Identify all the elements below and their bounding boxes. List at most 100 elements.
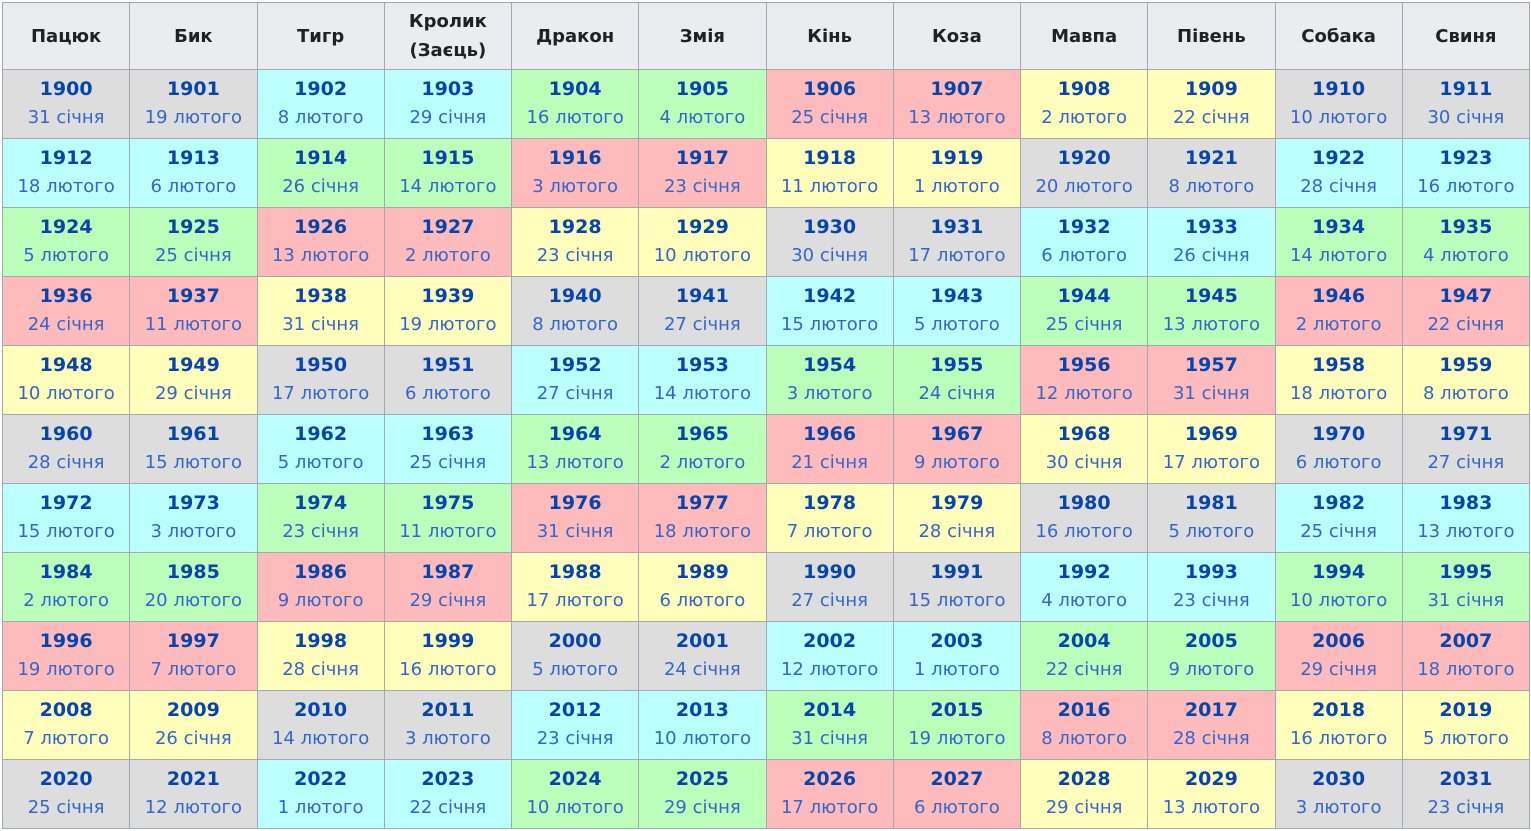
year-link[interactable]: 1907 [930, 78, 984, 100]
year-link[interactable]: 1990 [803, 561, 857, 583]
year-link[interactable]: 1909 [1184, 78, 1238, 100]
year-link[interactable]: 2017 [1184, 699, 1238, 721]
year-link[interactable]: 1959 [1439, 354, 1493, 376]
year-link[interactable]: 1955 [930, 354, 984, 376]
year-link[interactable]: 2001 [675, 630, 729, 652]
year-link[interactable]: 2007 [1439, 630, 1493, 652]
year-link[interactable]: 1919 [930, 147, 984, 169]
year-link[interactable]: 1913 [166, 147, 220, 169]
year-link[interactable]: 2011 [421, 699, 475, 721]
year-link[interactable]: 2004 [1057, 630, 1111, 652]
year-link[interactable]: 1916 [548, 147, 602, 169]
year-link[interactable]: 2003 [930, 630, 984, 652]
year-link[interactable]: 1946 [1312, 285, 1366, 307]
year-link[interactable]: 1943 [930, 285, 984, 307]
year-link[interactable]: 1963 [421, 423, 475, 445]
year-link[interactable]: 1938 [294, 285, 348, 307]
year-link[interactable]: 1952 [548, 354, 602, 376]
year-link[interactable]: 1901 [166, 78, 220, 100]
year-link[interactable]: 1989 [675, 561, 729, 583]
year-link[interactable]: 1967 [930, 423, 984, 445]
year-link[interactable]: 1999 [421, 630, 475, 652]
year-link[interactable]: 1931 [930, 216, 984, 238]
year-link[interactable]: 1978 [803, 492, 857, 514]
year-link[interactable]: 1923 [1439, 147, 1493, 169]
year-link[interactable]: 1918 [803, 147, 857, 169]
year-link[interactable]: 2014 [803, 699, 857, 721]
year-link[interactable]: 2028 [1057, 768, 1111, 790]
year-link[interactable]: 1904 [548, 78, 602, 100]
year-link[interactable]: 1995 [1439, 561, 1493, 583]
year-link[interactable]: 1942 [803, 285, 857, 307]
year-link[interactable]: 1905 [675, 78, 729, 100]
year-link[interactable]: 1980 [1057, 492, 1111, 514]
year-link[interactable]: 1984 [39, 561, 93, 583]
year-link[interactable]: 1979 [930, 492, 984, 514]
year-link[interactable]: 2008 [39, 699, 93, 721]
year-link[interactable]: 1948 [39, 354, 93, 376]
year-link[interactable]: 1940 [548, 285, 602, 307]
year-link[interactable]: 1982 [1312, 492, 1366, 514]
year-link[interactable]: 2018 [1312, 699, 1366, 721]
year-link[interactable]: 1973 [166, 492, 220, 514]
year-link[interactable]: 1910 [1312, 78, 1366, 100]
year-link[interactable]: 1957 [1184, 354, 1238, 376]
year-link[interactable]: 1935 [1439, 216, 1493, 238]
year-link[interactable]: 1992 [1057, 561, 1111, 583]
year-link[interactable]: 2015 [930, 699, 984, 721]
year-link[interactable]: 1988 [548, 561, 602, 583]
year-link[interactable]: 1900 [39, 78, 93, 100]
year-link[interactable]: 1998 [294, 630, 348, 652]
year-link[interactable]: 1986 [294, 561, 348, 583]
year-link[interactable]: 1970 [1312, 423, 1366, 445]
year-link[interactable]: 1972 [39, 492, 93, 514]
year-link[interactable]: 2020 [39, 768, 93, 790]
year-link[interactable]: 1969 [1184, 423, 1238, 445]
year-link[interactable]: 1925 [166, 216, 220, 238]
year-link[interactable]: 1902 [294, 78, 348, 100]
year-link[interactable]: 2016 [1057, 699, 1111, 721]
year-link[interactable]: 1914 [294, 147, 348, 169]
year-link[interactable]: 1908 [1057, 78, 1111, 100]
year-link[interactable]: 1991 [930, 561, 984, 583]
year-link[interactable]: 1912 [39, 147, 93, 169]
year-link[interactable]: 1953 [675, 354, 729, 376]
year-link[interactable]: 1927 [421, 216, 475, 238]
year-link[interactable]: 1926 [294, 216, 348, 238]
year-link[interactable]: 1971 [1439, 423, 1493, 445]
year-link[interactable]: 1977 [675, 492, 729, 514]
year-link[interactable]: 1920 [1057, 147, 1111, 169]
year-link[interactable]: 1930 [803, 216, 857, 238]
year-link[interactable]: 1956 [1057, 354, 1111, 376]
year-link[interactable]: 1985 [166, 561, 220, 583]
year-link[interactable]: 1965 [675, 423, 729, 445]
year-link[interactable]: 2031 [1439, 768, 1493, 790]
year-link[interactable]: 2009 [166, 699, 220, 721]
year-link[interactable]: 1921 [1184, 147, 1238, 169]
year-link[interactable]: 1939 [421, 285, 475, 307]
year-link[interactable]: 1928 [548, 216, 602, 238]
year-link[interactable]: 1976 [548, 492, 602, 514]
year-link[interactable]: 1950 [294, 354, 348, 376]
year-link[interactable]: 1944 [1057, 285, 1111, 307]
year-link[interactable]: 1994 [1312, 561, 1366, 583]
year-link[interactable]: 1981 [1184, 492, 1238, 514]
year-link[interactable]: 2006 [1312, 630, 1366, 652]
year-link[interactable]: 1996 [39, 630, 93, 652]
year-link[interactable]: 1949 [166, 354, 220, 376]
year-link[interactable]: 1932 [1057, 216, 1111, 238]
year-link[interactable]: 2019 [1439, 699, 1493, 721]
year-link[interactable]: 1974 [294, 492, 348, 514]
year-link[interactable]: 2022 [294, 768, 348, 790]
year-link[interactable]: 1917 [675, 147, 729, 169]
year-link[interactable]: 1954 [803, 354, 857, 376]
year-link[interactable]: 2000 [548, 630, 602, 652]
year-link[interactable]: 1922 [1312, 147, 1366, 169]
year-link[interactable]: 2024 [548, 768, 602, 790]
year-link[interactable]: 1960 [39, 423, 93, 445]
year-link[interactable]: 1983 [1439, 492, 1493, 514]
year-link[interactable]: 1961 [166, 423, 220, 445]
year-link[interactable]: 1911 [1439, 78, 1493, 100]
year-link[interactable]: 1915 [421, 147, 475, 169]
year-link[interactable]: 2026 [803, 768, 857, 790]
